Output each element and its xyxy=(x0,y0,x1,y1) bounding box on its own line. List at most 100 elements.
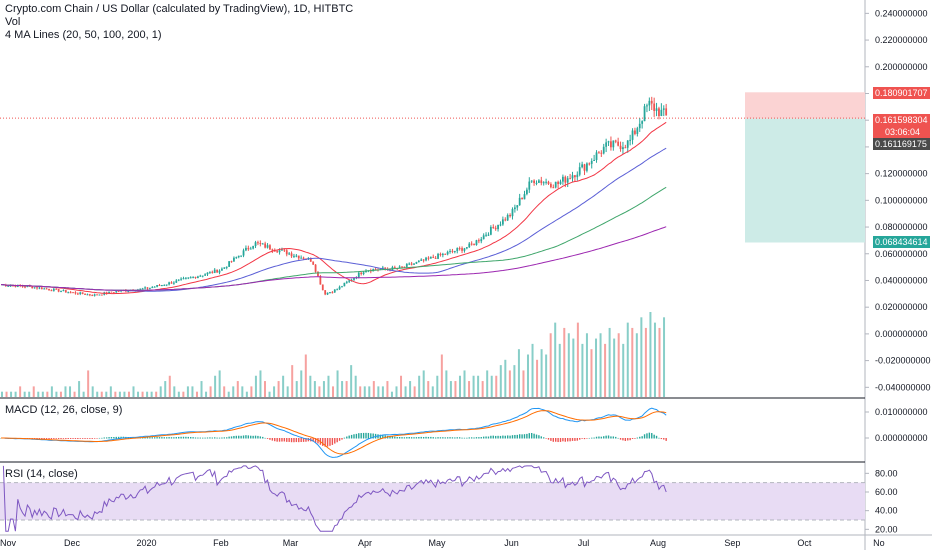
macd-histogram-bar xyxy=(288,438,290,442)
macd-histogram-bar xyxy=(50,438,53,440)
macd-histogram-bar xyxy=(663,438,665,440)
rsi-band xyxy=(0,482,865,520)
macd-histogram-bar xyxy=(235,435,238,439)
candle-body xyxy=(487,234,490,236)
candle-body xyxy=(144,287,146,289)
volume-bar xyxy=(59,391,62,397)
candle-body xyxy=(199,275,202,277)
volume-bar xyxy=(354,375,357,397)
macd-histogram-bar xyxy=(81,438,84,439)
candle-body xyxy=(413,263,415,265)
volume-bar xyxy=(164,381,167,397)
macd-histogram-bar xyxy=(216,437,218,439)
macd-histogram-bar xyxy=(641,436,643,439)
candle-body xyxy=(266,245,269,248)
macd-histogram-bar xyxy=(161,437,163,439)
macd-histogram-bar xyxy=(439,437,442,439)
candle-body xyxy=(540,180,543,184)
volume-bar xyxy=(96,391,99,397)
candle-body xyxy=(523,194,526,200)
macd-histogram-bar xyxy=(514,434,516,439)
candle-body xyxy=(437,253,439,259)
macd-histogram-bar xyxy=(278,438,281,442)
candle-body xyxy=(40,287,43,290)
macd-histogram-bar xyxy=(245,435,247,439)
volume-bar xyxy=(304,354,307,397)
macd-histogram-bar xyxy=(475,437,478,439)
macd-histogram-bar xyxy=(41,438,43,440)
macd-histogram-bar xyxy=(362,432,365,439)
macd-histogram-bar xyxy=(617,437,619,439)
candle-body xyxy=(62,290,65,292)
macd-histogram-bar xyxy=(348,435,350,439)
rsi-tick-label: 60.00 xyxy=(875,487,898,497)
volume-bar xyxy=(341,381,344,397)
macd-histogram-bar xyxy=(238,435,240,439)
candle-body xyxy=(513,207,516,210)
candle-body xyxy=(319,276,322,285)
candle-body xyxy=(172,282,175,284)
macd-histogram-bar xyxy=(612,436,615,439)
time-tick-label: Oct xyxy=(797,538,812,548)
candle-body xyxy=(338,286,341,290)
candle-body xyxy=(297,255,300,259)
volume-bar xyxy=(87,370,90,397)
candle-body xyxy=(187,277,190,279)
candle-body xyxy=(617,141,620,146)
candle-body xyxy=(189,277,192,279)
candle-body xyxy=(194,276,197,279)
macd-histogram-bar xyxy=(391,436,394,439)
candle-body xyxy=(259,243,262,245)
volume-group xyxy=(1,312,666,397)
volume-bar xyxy=(241,386,244,397)
macd-histogram-bar xyxy=(170,437,173,439)
candle-body xyxy=(141,288,144,290)
macd-histogram-bar xyxy=(286,438,288,442)
volume-bar xyxy=(490,375,493,397)
candle-body xyxy=(165,284,168,286)
macd-histogram-bar xyxy=(264,437,266,439)
macd-histogram-bar xyxy=(499,435,502,439)
macd-histogram-bar xyxy=(144,437,146,439)
macd-histogram-bar xyxy=(84,438,86,439)
volume-bar xyxy=(173,386,176,397)
candle-body xyxy=(341,286,343,288)
volume-bar xyxy=(182,391,185,397)
volume-bar xyxy=(499,365,502,397)
time-tick-label: May xyxy=(429,538,447,548)
macd-histogram-bar xyxy=(290,438,293,443)
macd-group xyxy=(0,432,667,447)
volume-bar xyxy=(10,391,13,397)
volume-bar xyxy=(141,391,144,397)
volume-bar xyxy=(526,354,529,397)
candle-body xyxy=(453,251,456,253)
candle-body xyxy=(415,262,418,264)
candle-body xyxy=(117,291,120,293)
volume-bar xyxy=(436,375,439,397)
macd-histogram-bar xyxy=(48,438,50,440)
volume-bar xyxy=(327,375,330,397)
macd-histogram-bar xyxy=(202,437,204,439)
target-price-tag: 0.068434614 xyxy=(873,236,930,248)
rsi-tick-label: 20.00 xyxy=(875,524,898,534)
volume-bar xyxy=(127,391,130,397)
candle-body xyxy=(300,257,303,259)
macd-histogram-bar xyxy=(274,438,276,442)
macd-histogram-bar xyxy=(482,436,485,439)
volume-bar xyxy=(46,391,49,397)
macd-histogram-bar xyxy=(324,438,326,447)
macd-histogram-bar xyxy=(432,437,434,439)
macd-histogram-bar xyxy=(415,437,418,439)
candle-body xyxy=(12,285,14,287)
macd-histogram-bar xyxy=(574,438,576,441)
volume-bar xyxy=(468,381,471,397)
candle-body xyxy=(494,227,497,230)
candle-body xyxy=(235,257,238,259)
candle-body xyxy=(67,292,70,294)
candle-body xyxy=(583,164,586,171)
volume-bar xyxy=(613,338,616,397)
macd-histogram-bar xyxy=(101,437,103,439)
macd-histogram-bar xyxy=(110,437,113,439)
